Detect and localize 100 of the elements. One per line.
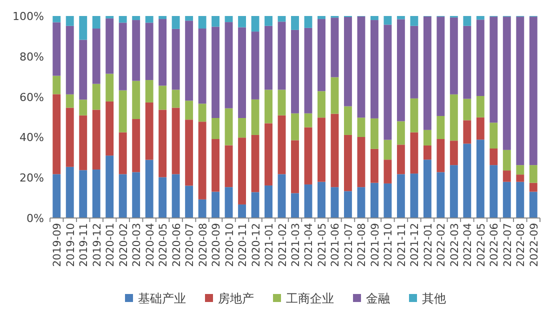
bar — [291, 16, 299, 30]
bar — [384, 183, 392, 218]
x-tick-label: 2020-05 — [158, 223, 170, 267]
x-tick-label: 2021-10 — [382, 223, 395, 267]
bar — [357, 187, 366, 218]
bar — [370, 118, 378, 149]
bar — [490, 16, 498, 123]
x-tick-label: 2019-11 — [78, 223, 90, 267]
bar — [224, 22, 233, 108]
bar — [529, 192, 538, 218]
bar — [264, 16, 272, 26]
bar — [304, 127, 312, 184]
bar — [52, 174, 61, 218]
bar — [212, 192, 220, 218]
bar — [145, 160, 154, 218]
bar — [529, 182, 538, 192]
bar — [238, 118, 246, 138]
bar — [238, 138, 246, 204]
bar — [410, 26, 418, 98]
bar — [318, 182, 326, 218]
y-tick-label: 60% — [20, 90, 44, 104]
bar — [79, 40, 88, 100]
bar — [318, 16, 326, 20]
bar — [423, 145, 432, 160]
bar — [224, 187, 233, 218]
x-tick-label: 2021-08 — [356, 223, 368, 267]
x-tick-label: 2021-02 — [276, 223, 289, 267]
bar — [66, 108, 74, 167]
bar — [502, 150, 511, 171]
x-tick-label: 2021-04 — [303, 222, 316, 267]
bar — [490, 165, 498, 218]
bar — [304, 113, 312, 128]
bar — [330, 114, 339, 188]
bar — [212, 118, 220, 140]
bar — [529, 16, 538, 166]
y-tick-label: 20% — [20, 172, 44, 185]
bar — [278, 16, 286, 22]
x-tick-label: 2020-02 — [118, 223, 130, 267]
bar — [396, 121, 405, 145]
bar — [79, 16, 88, 40]
bar — [330, 187, 339, 218]
bar — [516, 182, 524, 218]
bar — [396, 174, 405, 218]
bar — [52, 16, 61, 22]
bar — [344, 17, 352, 106]
x-tick-label: 2019-10 — [64, 223, 77, 267]
bar — [251, 192, 260, 218]
bar — [423, 160, 432, 218]
bar — [436, 139, 445, 172]
bar — [158, 177, 167, 218]
bar — [145, 16, 154, 23]
bar — [106, 74, 114, 102]
x-tick-label: 2020-03 — [131, 223, 144, 267]
bar — [264, 185, 272, 218]
bar — [304, 16, 312, 28]
bar — [410, 174, 418, 218]
bar — [132, 20, 140, 81]
x-tick-label: 2021-06 — [330, 222, 342, 267]
bar — [251, 134, 260, 192]
bar — [132, 119, 140, 172]
bar — [476, 117, 484, 140]
bar — [516, 16, 524, 166]
x-tick-label: 2020-11 — [237, 223, 250, 267]
bar — [344, 191, 352, 218]
y-tick-label: 80% — [20, 50, 44, 64]
bar — [410, 132, 418, 174]
bar — [92, 170, 100, 218]
bar — [463, 16, 472, 26]
bar — [291, 193, 299, 218]
bar — [278, 90, 286, 116]
bar — [92, 16, 100, 29]
bar — [185, 120, 194, 186]
bar — [396, 16, 405, 20]
x-tick-label: 2022-06 — [488, 222, 501, 267]
bar — [384, 160, 392, 184]
bar — [106, 156, 114, 218]
bar — [212, 26, 220, 118]
bar — [198, 199, 206, 218]
bar — [450, 17, 458, 94]
bar — [476, 96, 484, 118]
bar — [370, 16, 378, 20]
x-tick-label: 2022-09 — [528, 223, 540, 267]
bar — [145, 80, 154, 102]
x-tick-label: 2022-05 — [475, 223, 488, 267]
bar — [212, 16, 220, 27]
bar — [278, 22, 286, 90]
bar — [52, 76, 61, 94]
bar — [185, 100, 194, 120]
bar — [436, 116, 445, 140]
bar — [52, 22, 61, 76]
bar — [132, 172, 140, 218]
bar — [450, 165, 458, 218]
bar — [172, 16, 180, 29]
bar — [158, 16, 167, 20]
bar — [118, 16, 127, 23]
bar — [344, 106, 352, 135]
bar — [264, 123, 272, 186]
bar — [516, 165, 524, 175]
bar — [278, 174, 286, 218]
bar — [502, 182, 511, 218]
